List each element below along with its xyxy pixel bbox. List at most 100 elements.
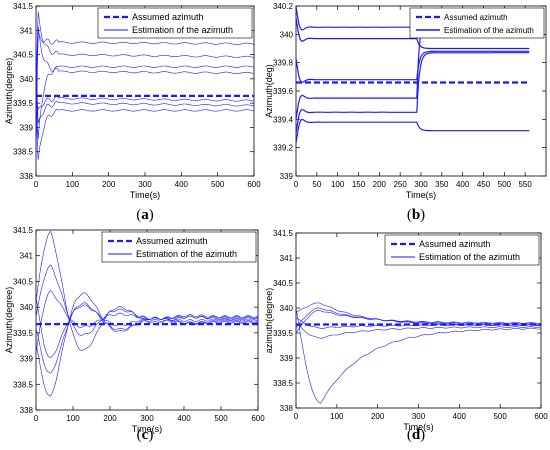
y-tick-label: 340 (20, 75, 34, 84)
y-tick-label: 338.5 (13, 148, 34, 157)
y-tick-label: 338.5 (13, 380, 34, 389)
x-axis-label: Time(s) (406, 190, 436, 200)
caption-a: (a) (136, 207, 154, 223)
caption-d: (d) (406, 427, 426, 443)
y-tick-label: 339.6 (273, 87, 294, 96)
legend-label-assumed: Assumed azimuth (444, 13, 508, 22)
x-tick-label: 300 (138, 180, 152, 189)
legend-box (101, 231, 257, 263)
x-tick-label: 400 (175, 180, 189, 189)
estimate-series-line (36, 32, 254, 167)
x-tick-label: 400 (177, 414, 191, 423)
x-tick-label: 100 (66, 414, 80, 423)
y-tick-label: 340.2 (273, 2, 294, 11)
x-axis-label: Time(s) (403, 422, 433, 432)
estimate-series-line (36, 30, 254, 124)
estimate-series-line (296, 307, 541, 329)
y-axis-label: Azimuth(degree) (4, 58, 14, 125)
legend-label-estimate: Estimation of the azimuth (444, 26, 534, 35)
legend-box (409, 7, 545, 39)
x-tick-label: 200 (103, 414, 117, 423)
x-tick-label: 150 (352, 180, 366, 189)
x-tick-label: 0 (34, 180, 39, 189)
estimate-series-line (296, 17, 530, 50)
panel-a: 0 100 200 300 400 500 600 338 338.5 339 339.5 340 34… (4, 2, 261, 200)
estimate-series-line (296, 307, 541, 404)
x-axis-label: Time(s) (130, 190, 160, 200)
x-tick-label: 400 (453, 412, 467, 421)
y-tick-label: 340 (280, 30, 294, 39)
y-tick-label: 340.5 (13, 51, 34, 60)
estimate-series-line (36, 78, 254, 111)
legend-box (97, 7, 253, 39)
y-tick-label: 338 (280, 404, 294, 413)
estimate-series-line (36, 290, 258, 354)
x-tick-label: 0 (34, 414, 39, 423)
y-tick-label: 339.5 (13, 99, 34, 108)
y-tick-label: 339.2 (273, 144, 294, 153)
legend-box (384, 234, 540, 266)
x-tick-label: 400 (456, 180, 470, 189)
x-tick-label: 200 (373, 180, 387, 189)
panel-b: 0 50 100 150 200 250 300 350 400 450 500 550 339 339.… (264, 2, 547, 200)
x-tick-label: 100 (330, 412, 344, 421)
x-axis-label: Time(s) (132, 424, 162, 434)
x-tick-label: 350 (435, 180, 449, 189)
estimate-series-line (36, 35, 254, 139)
x-tick-label: 500 (214, 414, 228, 423)
y-tick-label: 340.5 (13, 277, 34, 286)
y-tick-label: 339.8 (273, 59, 294, 68)
y-tick-label: 338.5 (273, 379, 294, 388)
legend-label-assumed: Assumed azimuth (136, 236, 208, 246)
x-tick-label: 500 (498, 180, 512, 189)
x-tick-label: 500 (211, 180, 225, 189)
x-tick-label: 200 (371, 412, 385, 421)
y-tick-label: 338 (20, 172, 34, 181)
caption-b: (b) (406, 207, 426, 223)
legend-label-estimate: Estimation of the azimuth (136, 249, 237, 259)
x-tick-label: 500 (493, 412, 507, 421)
y-tick-label: 341 (280, 254, 294, 263)
y-tick-label: 340.5 (273, 279, 294, 288)
x-tick-label: 300 (140, 414, 154, 423)
y-tick-label: 341 (20, 26, 34, 35)
y-axis-label: azimuth(degree) (264, 288, 274, 354)
estimate-series-line (296, 322, 541, 339)
x-tick-label: 200 (102, 180, 116, 189)
y-tick-label: 339 (280, 172, 294, 181)
y-tick-label: 341.5 (13, 226, 34, 235)
y-tick-label: 340 (280, 304, 294, 313)
y-axis-label: Azimuth(deg) (264, 64, 274, 118)
y-tick-label: 341 (20, 252, 34, 261)
estimate-series-line (296, 310, 541, 334)
x-tick-label: 0 (294, 180, 299, 189)
legend-label-estimate: Estimation of the azimuth (132, 25, 233, 35)
legend-label-assumed: Assumed azimuth (419, 239, 491, 249)
x-tick-label: 250 (393, 180, 407, 189)
x-tick-label: 300 (412, 412, 426, 421)
legend-label-assumed: Assumed azimuth (132, 12, 204, 22)
x-tick-label: 600 (247, 180, 261, 189)
x-tick-label: 100 (331, 180, 345, 189)
y-tick-label: 339 (20, 355, 34, 364)
estimate-series-line (36, 302, 258, 374)
y-tick-label: 340 (20, 303, 34, 312)
y-tick-label: 339.5 (13, 329, 34, 338)
panel-d: 0 100 200 300 400 500 600 338 338.5 339 339.5 340 34… (264, 229, 548, 432)
x-tick-label: 300 (414, 180, 428, 189)
y-tick-label: 339.4 (273, 115, 294, 124)
estimate-series-line (36, 83, 254, 160)
x-tick-label: 550 (518, 180, 532, 189)
caption-c: (c) (136, 427, 154, 443)
x-tick-label: 600 (534, 412, 548, 421)
x-tick-label: 600 (251, 414, 265, 423)
x-tick-label: 0 (294, 412, 299, 421)
x-tick-label: 50 (312, 180, 321, 189)
legend-label-estimate: Estimation of the azimuth (419, 252, 520, 262)
estimate-series-line (36, 26, 254, 138)
estimate-series-line (296, 50, 530, 83)
y-tick-label: 339 (20, 123, 34, 132)
y-tick-label: 339.5 (273, 329, 294, 338)
panel-c: 0 100 200 300 400 500 600 338 338.5 339 339.5 340 34… (4, 226, 265, 434)
